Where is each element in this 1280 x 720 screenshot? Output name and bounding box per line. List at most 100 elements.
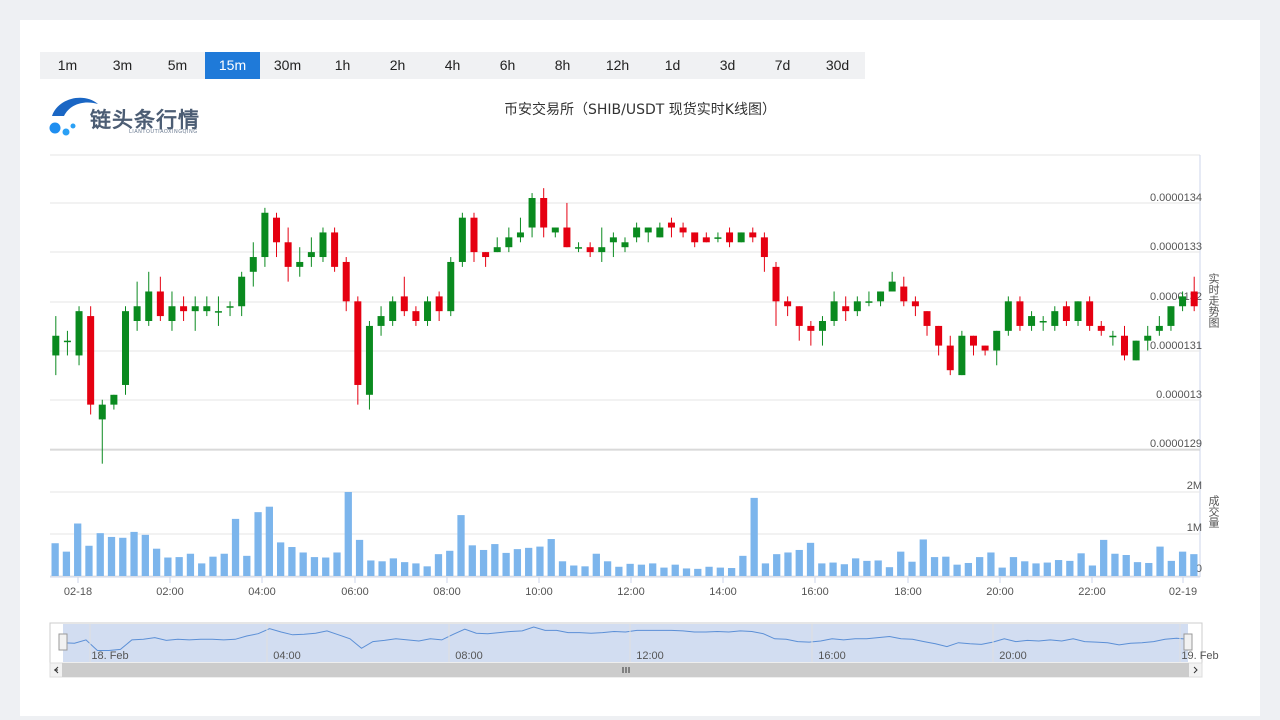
timeframe-5m[interactable]: 5m xyxy=(167,57,188,73)
candle-body xyxy=(296,261,304,267)
volume-bar xyxy=(457,515,465,576)
candle-body xyxy=(400,296,408,312)
volume-bar xyxy=(141,534,149,576)
timeframe-8h[interactable]: 8h xyxy=(554,57,571,73)
candle-body xyxy=(935,325,943,346)
candle-body xyxy=(1074,301,1082,321)
timeframe-1m[interactable]: 1m xyxy=(57,57,78,73)
candle-body xyxy=(447,261,455,312)
volume-bar xyxy=(299,552,307,576)
timeframe-15m[interactable]: 15m xyxy=(205,52,260,79)
candle-body xyxy=(575,247,583,249)
candle-body xyxy=(923,311,931,326)
timeframe-1h[interactable]: 1h xyxy=(334,57,351,73)
candle-body xyxy=(888,281,896,292)
volume-bar xyxy=(130,531,138,576)
volume-bar xyxy=(953,564,961,576)
volume-bar xyxy=(479,549,488,576)
candle-body xyxy=(424,301,432,321)
timeframe-6h[interactable]: 6h xyxy=(499,57,516,73)
time-tick-label: 04:00 xyxy=(248,586,276,598)
candle-body xyxy=(516,232,524,238)
timeframe-7d[interactable]: 7d xyxy=(774,57,791,73)
scroll-right-arrow-icon[interactable] xyxy=(1193,666,1198,674)
volume-bar xyxy=(1043,562,1051,576)
timeframe-30d[interactable]: 30d xyxy=(825,57,850,73)
candle-body xyxy=(168,306,176,321)
time-tick-label: 20:00 xyxy=(986,586,1014,598)
time-tick-label: 22:00 xyxy=(1078,586,1106,598)
candle-body xyxy=(180,306,188,312)
candle-body xyxy=(75,311,83,356)
timeframe-3d[interactable]: 3d xyxy=(719,57,736,73)
candle-body xyxy=(946,345,954,371)
candle-body xyxy=(609,237,617,243)
volume-bar xyxy=(1021,561,1029,576)
volume-tick-label: 0 xyxy=(1196,563,1202,575)
volume-bar xyxy=(1145,562,1153,576)
candle-body xyxy=(493,247,501,253)
volume-bar xyxy=(254,512,262,576)
volume-bar xyxy=(152,548,161,576)
volume-bar xyxy=(412,563,420,576)
volume-bar xyxy=(1167,560,1175,576)
volume-bar xyxy=(919,539,927,576)
timeframe-12h[interactable]: 12h xyxy=(605,57,630,73)
candle-body xyxy=(354,301,362,385)
candle-body xyxy=(307,252,315,258)
logo-text: 链头条行情 xyxy=(90,108,200,132)
navigator-tick-label: 18. Feb xyxy=(91,650,128,662)
candle-body xyxy=(1062,306,1070,321)
timeframe-30m[interactable]: 30m xyxy=(273,57,302,73)
navigator-handle-right[interactable] xyxy=(1183,633,1193,651)
navigator-tick-label: 16:00 xyxy=(818,650,846,662)
volume-bar xyxy=(367,560,375,576)
timeframe-selector: 1m 3m 5m 15m 30m 1h 2h 4h 6h 8h 12h 1d 3d 7d 30d xyxy=(40,52,865,79)
volume-bar xyxy=(1178,551,1187,576)
navigator-tick-label: 20:00 xyxy=(999,650,1027,662)
timeframe-2h[interactable]: 2h xyxy=(389,57,406,73)
navigator-handle-left[interactable] xyxy=(58,633,68,651)
volume-bar xyxy=(513,549,522,576)
candle-body xyxy=(563,227,571,248)
volume-bar xyxy=(976,557,984,576)
volume-bar xyxy=(739,555,747,576)
timeframe-3m[interactable]: 3m xyxy=(112,57,133,73)
candle-body xyxy=(1120,335,1128,356)
candle-body xyxy=(458,217,466,262)
candle-body xyxy=(203,306,211,312)
volume-bar xyxy=(1088,565,1097,576)
candle-body xyxy=(528,198,536,228)
volume-bar xyxy=(660,567,668,576)
timeframe-4h[interactable]: 4h xyxy=(444,57,461,73)
volume-bar xyxy=(750,497,758,576)
scrollbar-grip-icon xyxy=(622,667,630,673)
candle-body xyxy=(238,276,246,307)
candle-body xyxy=(911,301,919,307)
candle-body xyxy=(1155,325,1163,331)
candle-body xyxy=(1004,301,1012,331)
candle-body xyxy=(830,301,838,321)
volume-bar xyxy=(434,554,443,576)
volume-bar xyxy=(62,551,71,576)
candle-body xyxy=(667,222,675,228)
candle-body xyxy=(633,227,641,238)
volume-bar xyxy=(355,539,364,576)
candle-body xyxy=(1086,301,1094,326)
volume-bar xyxy=(446,550,454,576)
candle-body xyxy=(656,227,664,238)
time-tick-label: 02:00 xyxy=(156,586,184,598)
candle-body xyxy=(87,316,95,405)
volume-bar xyxy=(930,557,939,576)
candle-body xyxy=(249,257,257,272)
price-tick-label: 0.0000129 xyxy=(1150,438,1202,450)
volume-axis-title: 成交量 xyxy=(1207,495,1220,528)
candle-body xyxy=(993,330,1001,351)
candle-body xyxy=(63,340,71,343)
timeframe-1d[interactable]: 1d xyxy=(664,57,681,73)
navigator-tick-label: 04:00 xyxy=(273,650,301,662)
price-axis-title: 实时走势图 xyxy=(1207,272,1220,329)
candle-body xyxy=(784,301,792,307)
scroll-left-arrow-icon[interactable] xyxy=(54,666,59,674)
